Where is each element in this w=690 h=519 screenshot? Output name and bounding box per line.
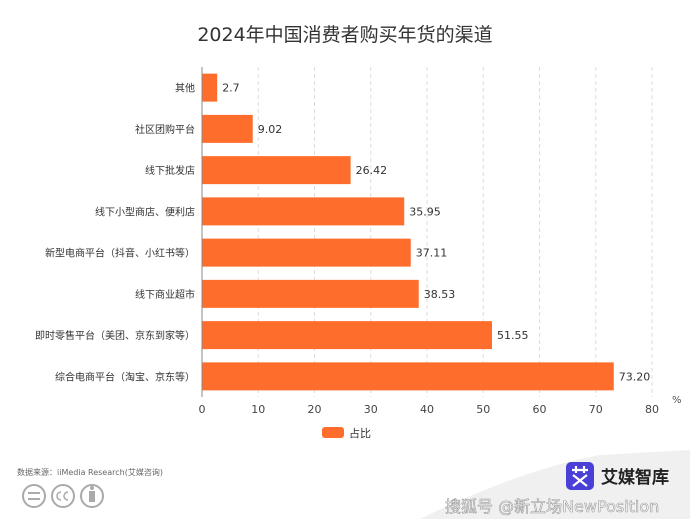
bar <box>202 114 253 143</box>
cc-icon <box>51 484 75 508</box>
category-label: 线下小型商店、便利店 <box>95 205 195 218</box>
unit-label: % <box>672 395 682 406</box>
x-tick-label: 50 <box>476 403 490 416</box>
bar <box>202 279 419 308</box>
equals-icon <box>22 484 46 508</box>
x-tick-label: 20 <box>308 403 322 416</box>
bar <box>202 197 405 226</box>
data-label: 2.7 <box>222 82 240 95</box>
bar <box>202 156 351 185</box>
brand-name: 艾媒智库 <box>601 467 669 488</box>
category-label: 即时零售平台（美团、京东到家等） <box>35 329 195 342</box>
legend-swatch <box>322 427 344 438</box>
data-label: 26.42 <box>356 164 388 177</box>
x-tick-label: 70 <box>589 403 603 416</box>
bar <box>202 362 614 391</box>
legend-label: 占比 <box>349 426 371 440</box>
brand-logo-icon <box>566 462 594 490</box>
source-note: 数据来源：iiMedia Research(艾媒咨询) <box>17 467 163 477</box>
data-label: 73.20 <box>619 370 651 383</box>
data-label: 9.02 <box>258 123 283 136</box>
x-tick-label: 40 <box>420 403 434 416</box>
bar <box>202 321 492 350</box>
legend[interactable]: 占比 <box>322 426 371 440</box>
bar <box>202 73 218 102</box>
category-label: 线下商业超市 <box>135 288 195 301</box>
data-label: 51.55 <box>497 329 529 342</box>
x-tick-label: 0 <box>199 403 206 416</box>
x-tick-label: 60 <box>533 403 547 416</box>
category-label: 综合电商平台（淘宝、京东等） <box>55 370 195 383</box>
category-label: 新型电商平台（抖音、小红书等） <box>45 247 195 260</box>
footer-shape <box>420 450 690 519</box>
watermark: 搜狐号 @新立场NewPosition <box>445 497 659 516</box>
data-label: 35.95 <box>409 205 441 218</box>
cc-license-icons <box>22 484 104 508</box>
x-tick-label: 80 <box>645 403 659 416</box>
category-label: 其他 <box>175 82 195 95</box>
x-tick-label: 30 <box>364 403 378 416</box>
category-label: 线下批发店 <box>145 164 195 177</box>
data-label: 38.53 <box>424 288 456 301</box>
data-label: 37.11 <box>416 247 448 260</box>
x-tick-label: 10 <box>251 403 265 416</box>
chart-title: 2024年中国消费者购买年货的渠道 <box>197 24 492 46</box>
bar <box>202 238 411 267</box>
category-label: 社区团购平台 <box>135 123 195 136</box>
person-icon <box>80 484 104 508</box>
